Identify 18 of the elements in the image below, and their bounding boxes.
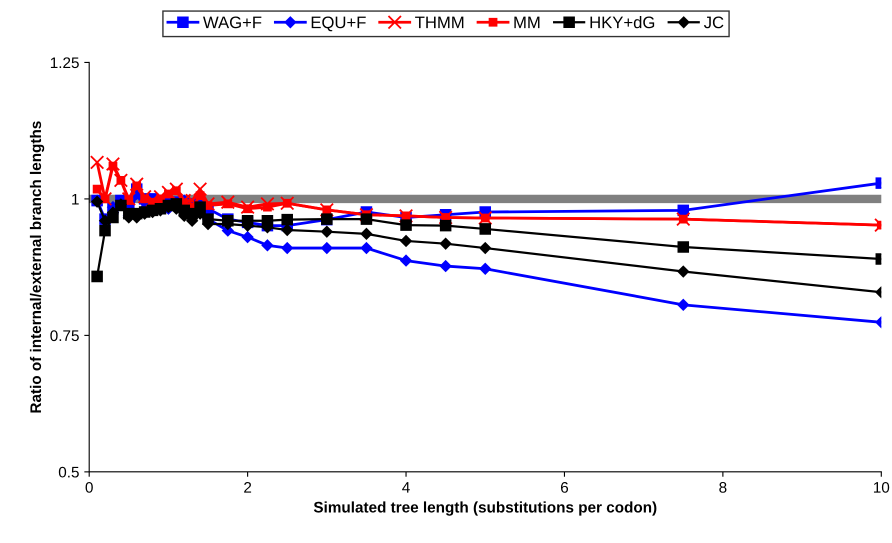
y-tick-label: 0.75 — [50, 330, 79, 342]
x-tick-label: 8 — [719, 482, 726, 493]
legend-label: JC — [704, 16, 724, 28]
y-tick-label: 1.25 — [50, 57, 79, 68]
x-tick-label: 10 — [874, 482, 890, 493]
y-axis-title: Ratio of internal/external branch lengths — [30, 121, 44, 413]
y-tick-label: 1 — [72, 194, 79, 204]
legend-label: EQU+F — [312, 16, 366, 32]
legend-label: WAG+F — [202, 16, 262, 28]
legend-label: HKY+dG — [590, 16, 654, 28]
legend-label: MM — [514, 16, 540, 28]
x-tick-label: 6 — [560, 482, 568, 493]
x-tick-label: 0 — [86, 482, 93, 493]
x-tick-label: 2 — [244, 482, 252, 493]
y-tick-label: 0.5 — [58, 466, 79, 478]
x-tick-label: 4 — [402, 482, 410, 493]
x-axis-title: Simulated tree length (substitutions per codon) — [314, 501, 656, 516]
legend-label: THMM — [415, 16, 464, 28]
